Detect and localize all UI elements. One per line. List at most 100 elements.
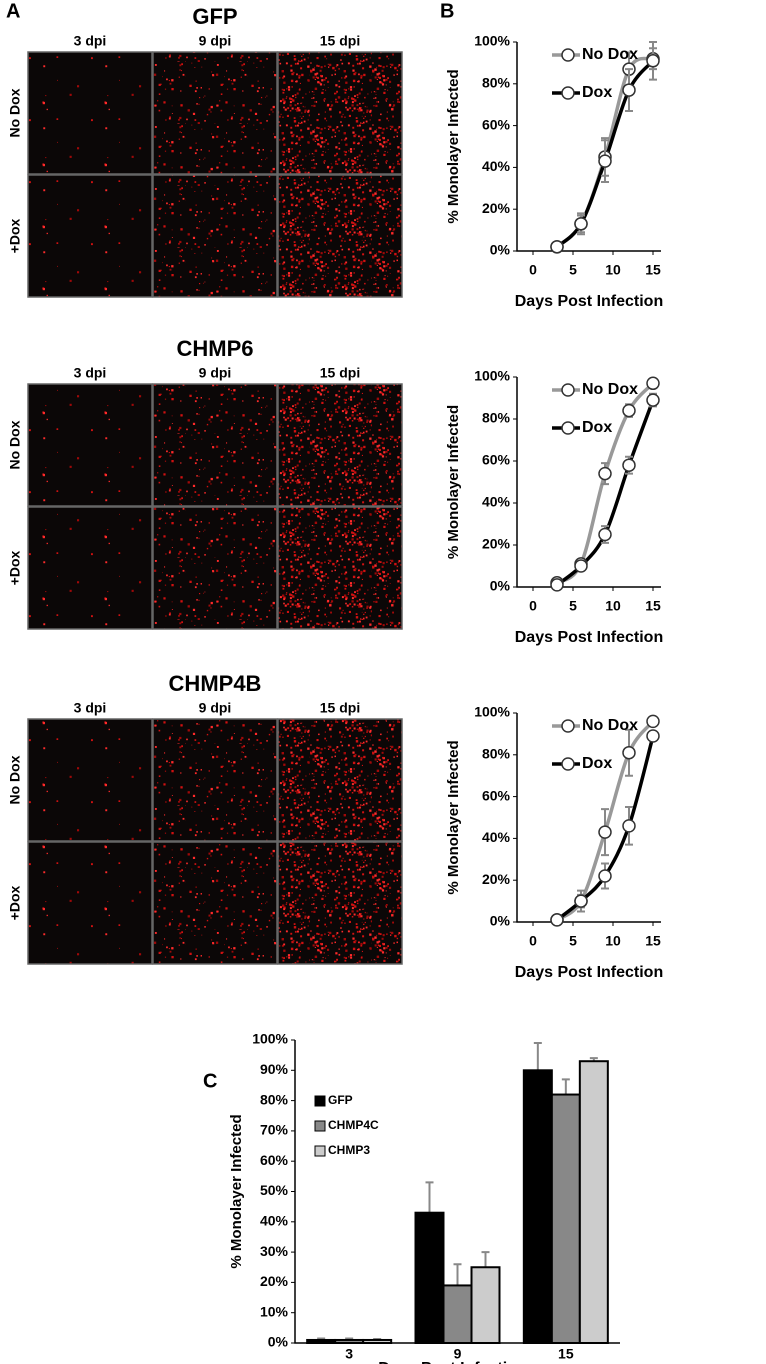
legend-label: No Dox <box>582 717 638 734</box>
bar <box>334 1338 365 1344</box>
x-tick-label: 5 <box>569 262 577 278</box>
error-bar <box>453 1263 462 1286</box>
error-bar <box>425 1181 434 1213</box>
y-tick-label: 70% <box>260 1122 289 1138</box>
data-point <box>598 154 612 168</box>
panel-letter: A <box>6 0 20 22</box>
y-tick-label: 80% <box>260 1091 289 1107</box>
y-tick-label: 80% <box>482 746 511 762</box>
panel-title: CHMP4B <box>169 671 262 696</box>
legend-marker <box>561 757 575 771</box>
x-tick-label: 9 <box>454 1346 462 1362</box>
data-point <box>622 745 636 760</box>
y-axis-label: % Monolayer Infected <box>445 405 462 559</box>
legend-marker <box>561 48 575 62</box>
y-axis-label: % Monolayer Infected <box>445 740 462 894</box>
row-label: No Dox <box>7 88 23 137</box>
column-label: 15 dpi <box>320 700 360 716</box>
x-tick-label: 3 <box>345 1346 353 1362</box>
bar <box>522 1069 553 1345</box>
axes <box>516 713 661 923</box>
panel-letter: B <box>440 0 454 22</box>
legend-label: No Dox <box>582 381 638 398</box>
micrograph <box>27 718 153 842</box>
x-tick-label: 15 <box>645 933 661 949</box>
data-point <box>646 729 660 743</box>
legend-swatch <box>314 1095 326 1107</box>
column-label: 15 dpi <box>320 33 360 49</box>
panel-title: CHMP6 <box>176 336 253 361</box>
y-tick-label: 50% <box>260 1182 289 1198</box>
data-point <box>574 894 588 908</box>
data-point <box>574 559 588 573</box>
panel-letter: C <box>203 1070 217 1092</box>
column-label: 15 dpi <box>320 365 360 381</box>
x-tick-label: 5 <box>569 598 577 614</box>
micrograph <box>277 718 403 842</box>
bar <box>550 1093 581 1345</box>
x-tick-label: 15 <box>558 1346 574 1362</box>
micrograph <box>27 174 153 298</box>
y-tick-label: 40% <box>482 158 511 174</box>
legend-marker <box>561 86 575 100</box>
y-tick-label: 100% <box>474 704 510 720</box>
data-point <box>646 376 660 391</box>
data-point <box>622 403 636 418</box>
x-tick-label: 0 <box>529 933 537 949</box>
legend-label: CHMP3 <box>328 1143 370 1157</box>
micrograph <box>277 506 403 630</box>
y-tick-label: 60% <box>482 452 511 468</box>
legend-label: No Dox <box>582 46 638 63</box>
data-point <box>646 714 660 729</box>
data-point <box>598 466 612 481</box>
data-point <box>622 458 636 472</box>
bar <box>578 1060 609 1344</box>
y-tick-label: 20% <box>482 200 511 216</box>
y-tick-label: 20% <box>482 536 511 552</box>
error-bar <box>481 1251 490 1268</box>
micrograph <box>27 51 153 175</box>
y-tick-label: 80% <box>482 75 511 91</box>
micrograph <box>152 174 278 298</box>
y-tick-label: 20% <box>482 871 511 887</box>
data-point <box>598 869 612 883</box>
x-tick-label: 10 <box>605 933 621 949</box>
legend-swatch <box>314 1120 326 1132</box>
y-tick-label: 40% <box>482 494 511 510</box>
x-tick-label: 10 <box>605 262 621 278</box>
data-point <box>574 217 588 231</box>
micrograph <box>277 51 403 175</box>
x-tick-label: 15 <box>645 262 661 278</box>
column-label: 9 dpi <box>199 700 232 716</box>
x-axis-label: Days Post Infection <box>378 1360 526 1364</box>
bar <box>470 1266 501 1344</box>
y-tick-label: 40% <box>482 829 511 845</box>
row-label: +Dox <box>7 218 23 253</box>
y-tick-label: 100% <box>474 368 510 384</box>
x-tick-label: 0 <box>529 598 537 614</box>
y-axis-label: % Monolayer Infected <box>445 69 462 223</box>
micrograph <box>277 841 403 965</box>
legend-label: CHMP4C <box>328 1118 379 1132</box>
y-tick-label: 0% <box>490 913 511 929</box>
legend-label: Dox <box>582 84 612 101</box>
y-tick-label: 0% <box>490 578 511 594</box>
column-label: 3 dpi <box>74 365 107 381</box>
error-bar <box>533 1042 542 1071</box>
x-tick-label: 10 <box>605 598 621 614</box>
y-axis-label: % Monolayer Infected <box>228 1114 245 1268</box>
x-tick-label: 5 <box>569 933 577 949</box>
x-axis-label: Days Post Infection <box>515 629 663 646</box>
column-label: 3 dpi <box>74 33 107 49</box>
data-point <box>622 83 636 97</box>
column-label: 9 dpi <box>199 33 232 49</box>
micrograph <box>152 506 278 630</box>
y-tick-label: 90% <box>260 1061 289 1077</box>
row-label: +Dox <box>7 550 23 585</box>
row-label: No Dox <box>7 420 23 469</box>
panel-title: GFP <box>192 4 237 29</box>
bar <box>362 1338 393 1344</box>
error-bar <box>561 1078 570 1095</box>
data-point <box>622 819 636 833</box>
axes <box>294 1040 620 1344</box>
